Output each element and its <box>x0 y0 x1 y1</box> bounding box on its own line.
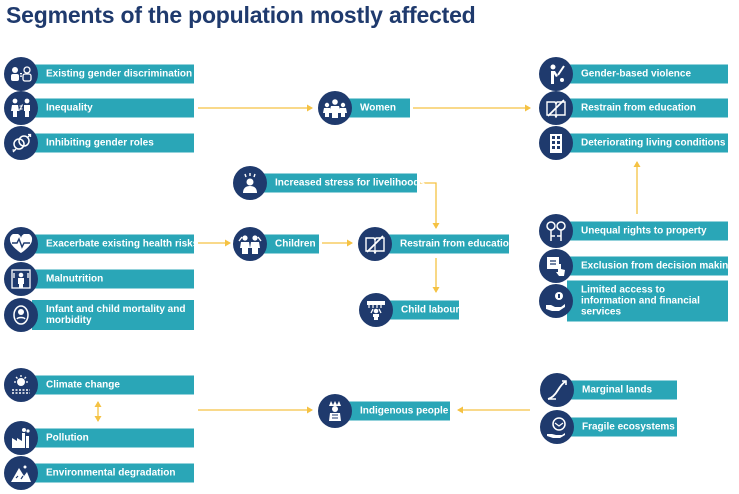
heartbeat-icon <box>4 227 38 261</box>
node-climate-change: Climate change <box>4 368 194 402</box>
node-fragile-ecosystems: Fragile ecosystems <box>540 410 677 444</box>
label-child-mortality: Infant and child mortality and morbidity <box>32 300 194 330</box>
node-gender-violence: Gender-based violence <box>539 57 728 91</box>
node-environmental-degradation: Environmental degradation <box>4 456 194 490</box>
node-marginal-lands: Marginal lands <box>540 373 677 407</box>
label-gender-roles: Inhibiting gender roles <box>32 133 194 153</box>
node-children: Children <box>233 227 319 261</box>
education-book-icon <box>539 91 573 125</box>
label-inequality: Inequality <box>32 98 194 118</box>
people-equal-icon <box>4 57 38 91</box>
node-inequality: Inequality <box>4 91 194 125</box>
pollution-factory-icon <box>4 421 38 455</box>
label-financial-access: Limited access to information and financ… <box>567 280 728 322</box>
ecosystem-icon <box>540 410 574 444</box>
node-health-risks: Exacerbate existing health risks <box>4 227 198 261</box>
node-child-mortality: Infant and child mortality and morbidity <box>4 298 194 332</box>
label-gender-violence: Gender-based violence <box>567 64 728 84</box>
node-children-education: Restrain from education <box>358 227 515 261</box>
stress-person-icon <box>233 166 267 200</box>
education-book-icon <box>358 227 392 261</box>
label-decision-making: Exclusion from decision making <box>567 256 734 276</box>
label-children-education: Restrain from education <box>386 234 515 254</box>
node-decision-making: Exclusion from decision making <box>539 249 734 283</box>
node-indigenous-people: Indigenous people <box>318 394 450 428</box>
label-marginal-lands: Marginal lands <box>568 380 677 400</box>
financial-access-icon <box>539 284 573 318</box>
label-women-education: Restrain from education <box>567 98 728 118</box>
page-title: Segments of the population mostly affect… <box>6 2 476 28</box>
children-icon <box>233 227 267 261</box>
label-child-labour: Child labour <box>387 300 459 320</box>
node-gender-discrimination: Existing gender discrimination <box>4 57 194 91</box>
label-fragile-ecosystems: Fragile ecosystems <box>568 417 677 437</box>
node-gender-roles: Inhibiting gender roles <box>4 126 194 160</box>
women-group-icon <box>318 91 352 125</box>
label-indigenous-people: Indigenous people <box>346 401 450 421</box>
building-icon <box>539 126 573 160</box>
label-gender-discrimination: Existing gender discrimination <box>32 64 194 84</box>
node-living-conditions: Deteriorating living conditions <box>539 126 728 160</box>
label-environmental-degradation: Environmental degradation <box>32 463 194 483</box>
node-livelihood-stress: Increased stress for livelihoods <box>233 166 425 200</box>
label-women: Women <box>346 98 410 118</box>
label-property-rights: Unequal rights to property <box>567 221 728 241</box>
node-financial-access: Limited access to information and financ… <box>539 280 728 322</box>
label-living-conditions: Deteriorating living conditions <box>567 133 728 153</box>
label-health-risks: Exacerbate existing health risks <box>32 234 198 254</box>
child-labour-icon <box>359 293 393 327</box>
label-climate-change: Climate change <box>32 375 194 395</box>
decision-making-icon <box>539 249 573 283</box>
label-livelihood-stress: Increased stress for livelihoods <box>261 173 425 193</box>
gender-inequality-icon <box>4 91 38 125</box>
climate-sun-icon <box>4 368 38 402</box>
arrow-stress-education <box>420 182 440 229</box>
label-pollution: Pollution <box>32 428 194 448</box>
property-rights-icon <box>539 214 573 248</box>
degradation-rocks-icon <box>4 456 38 490</box>
label-children: Children <box>261 234 319 254</box>
infant-icon <box>4 298 38 332</box>
label-malnutrition: Malnutrition <box>32 269 194 289</box>
node-malnutrition: Malnutrition <box>4 262 194 296</box>
indigenous-person-icon <box>318 394 352 428</box>
node-pollution: Pollution <box>4 421 194 455</box>
node-property-rights: Unequal rights to property <box>539 214 728 248</box>
gender-roles-icon <box>4 126 38 160</box>
node-child-labour: Child labour <box>359 293 459 327</box>
node-women: Women <box>318 91 410 125</box>
marginal-land-icon <box>540 373 574 407</box>
node-women-education: Restrain from education <box>539 91 728 125</box>
malnutrition-icon <box>4 262 38 296</box>
violence-icon <box>539 57 573 91</box>
